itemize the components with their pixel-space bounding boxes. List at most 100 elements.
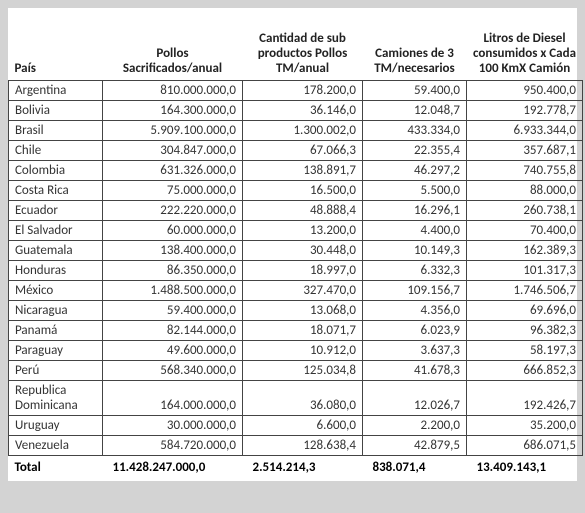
cell-pais: Argentina	[9, 80, 103, 100]
table-row: Perú568.340.000,0125.034,841.678,3666.85…	[9, 360, 583, 380]
cell-camiones: 46.297,2	[363, 160, 467, 180]
cell-pollos: 164.300.000,0	[103, 100, 243, 120]
cell-pollos: 82.144.000,0	[103, 320, 243, 340]
table-row: Paraguay49.600.000,010.912,03.637,358.19…	[9, 340, 583, 360]
cell-subprod: 10.912,0	[243, 340, 363, 360]
table-row: México1.488.500.000,0327.470,0109.156,71…	[9, 280, 583, 300]
cell-subprod: 16.500,0	[243, 180, 363, 200]
cell-pollos: 568.340.000,0	[103, 360, 243, 380]
cell-diesel: 88.000,0	[467, 180, 583, 200]
cell-pollos: 138.400.000,0	[103, 240, 243, 260]
table-row: Nicaragua59.400.000,013.068,04.356,069.6…	[9, 300, 583, 320]
table-row: Guatemala138.400.000,030.448,010.149,316…	[9, 240, 583, 260]
col-header-pais: País	[9, 8, 103, 80]
table-row: Republica Dominicana164.000.000,036.080,…	[9, 380, 583, 415]
cell-pollos: 222.220.000,0	[103, 200, 243, 220]
cell-subprod: 67.066,3	[243, 140, 363, 160]
table-row: Costa Rica75.000.000,016.500,05.500,088.…	[9, 180, 583, 200]
cell-camiones: 2.200,0	[363, 415, 467, 435]
col-header-camiones: Camiones de 3 TM/necesarios	[363, 8, 467, 80]
cell-diesel: 96.382,3	[467, 320, 583, 340]
cell-camiones: 4.356,0	[363, 300, 467, 320]
cell-pollos: 60.000.000,0	[103, 220, 243, 240]
cell-diesel: 192.778,7	[467, 100, 583, 120]
cell-subprod: 13.200,0	[243, 220, 363, 240]
cell-pollos: 584.720.000,0	[103, 435, 243, 455]
total-camiones: 838.071,4	[363, 455, 467, 481]
table-row: Ecuador222.220.000,048.888,416.296,1260.…	[9, 200, 583, 220]
table-total-row: Total 11.428.247.000,0 2.514.214,3 838.0…	[9, 455, 583, 481]
cell-diesel: 192.426,7	[467, 380, 583, 415]
cell-diesel: 666.852,3	[467, 360, 583, 380]
cell-diesel: 1.746.506,7	[467, 280, 583, 300]
table-row: Uruguay30.000.000,06.600,02.200,035.200,…	[9, 415, 583, 435]
cell-diesel: 357.687,1	[467, 140, 583, 160]
total-diesel: 13.409.143,1	[467, 455, 583, 481]
cell-camiones: 5.500,0	[363, 180, 467, 200]
cell-camiones: 3.637,3	[363, 340, 467, 360]
cell-pais: Paraguay	[9, 340, 103, 360]
col-header-subprod: Cantidad de sub productos Pollos TM/anua…	[243, 8, 363, 80]
cell-pais: Venezuela	[9, 435, 103, 455]
cell-pais: Colombia	[9, 160, 103, 180]
col-header-diesel: Litros de Diesel consumidos x Cada 100 K…	[467, 8, 583, 80]
cell-pollos: 810.000.000,0	[103, 80, 243, 100]
cell-diesel: 686.071,5	[467, 435, 583, 455]
cell-pais: Nicaragua	[9, 300, 103, 320]
table-row: Brasil5.909.100.000,01.300.002,0433.334,…	[9, 120, 583, 140]
table-header-row: País Pollos Sacrificados/anual Cantidad …	[9, 8, 583, 80]
data-table-container: País Pollos Sacrificados/anual Cantidad …	[8, 8, 577, 481]
cell-camiones: 109.156,7	[363, 280, 467, 300]
cell-camiones: 6.332,3	[363, 260, 467, 280]
cell-diesel: 70.400,0	[467, 220, 583, 240]
cell-diesel: 35.200,0	[467, 415, 583, 435]
cell-pais: Bolivia	[9, 100, 103, 120]
cell-camiones: 16.296,1	[363, 200, 467, 220]
table-row: Honduras86.350.000,018.997,06.332,3101.3…	[9, 260, 583, 280]
cell-subprod: 327.470,0	[243, 280, 363, 300]
cell-pais: Uruguay	[9, 415, 103, 435]
cell-pollos: 164.000.000,0	[103, 380, 243, 415]
cell-camiones: 6.023,9	[363, 320, 467, 340]
cell-subprod: 30.448,0	[243, 240, 363, 260]
cell-pais: México	[9, 280, 103, 300]
table-row: Argentina810.000.000,0178.200,059.400,09…	[9, 80, 583, 100]
cell-pais: Guatemala	[9, 240, 103, 260]
cell-diesel: 260.738,1	[467, 200, 583, 220]
cell-pais: Ecuador	[9, 200, 103, 220]
cell-pais: Panamá	[9, 320, 103, 340]
cell-subprod: 13.068,0	[243, 300, 363, 320]
cell-subprod: 1.300.002,0	[243, 120, 363, 140]
cell-camiones: 12.026,7	[363, 380, 467, 415]
cell-diesel: 6.933.344,0	[467, 120, 583, 140]
cell-camiones: 41.678,3	[363, 360, 467, 380]
cell-pais: Honduras	[9, 260, 103, 280]
cell-pais: Costa Rica	[9, 180, 103, 200]
cell-pollos: 1.488.500.000,0	[103, 280, 243, 300]
table-row: El Salvador60.000.000,013.200,04.400,070…	[9, 220, 583, 240]
cell-pais: Brasil	[9, 120, 103, 140]
total-pollos: 11.428.247.000,0	[103, 455, 243, 481]
cell-pollos: 5.909.100.000,0	[103, 120, 243, 140]
cell-pollos: 30.000.000,0	[103, 415, 243, 435]
cell-diesel: 740.755,8	[467, 160, 583, 180]
cell-pollos: 75.000.000,0	[103, 180, 243, 200]
cell-diesel: 162.389,3	[467, 240, 583, 260]
cell-subprod: 18.071,7	[243, 320, 363, 340]
cell-pollos: 59.400.000,0	[103, 300, 243, 320]
cell-diesel: 950.400,0	[467, 80, 583, 100]
cell-subprod: 48.888,4	[243, 200, 363, 220]
cell-camiones: 42.879,5	[363, 435, 467, 455]
cell-diesel: 58.197,3	[467, 340, 583, 360]
total-label: Total	[9, 455, 103, 481]
cell-camiones: 22.355,4	[363, 140, 467, 160]
total-subprod: 2.514.214,3	[243, 455, 363, 481]
cell-subprod: 36.080,0	[243, 380, 363, 415]
cell-subprod: 6.600,0	[243, 415, 363, 435]
cell-pais: Chile	[9, 140, 103, 160]
col-header-pollos: Pollos Sacrificados/anual	[103, 8, 243, 80]
cell-subprod: 128.638,4	[243, 435, 363, 455]
cell-pais: El Salvador	[9, 220, 103, 240]
cell-camiones: 433.334,0	[363, 120, 467, 140]
table-row: Panamá82.144.000,018.071,76.023,996.382,…	[9, 320, 583, 340]
